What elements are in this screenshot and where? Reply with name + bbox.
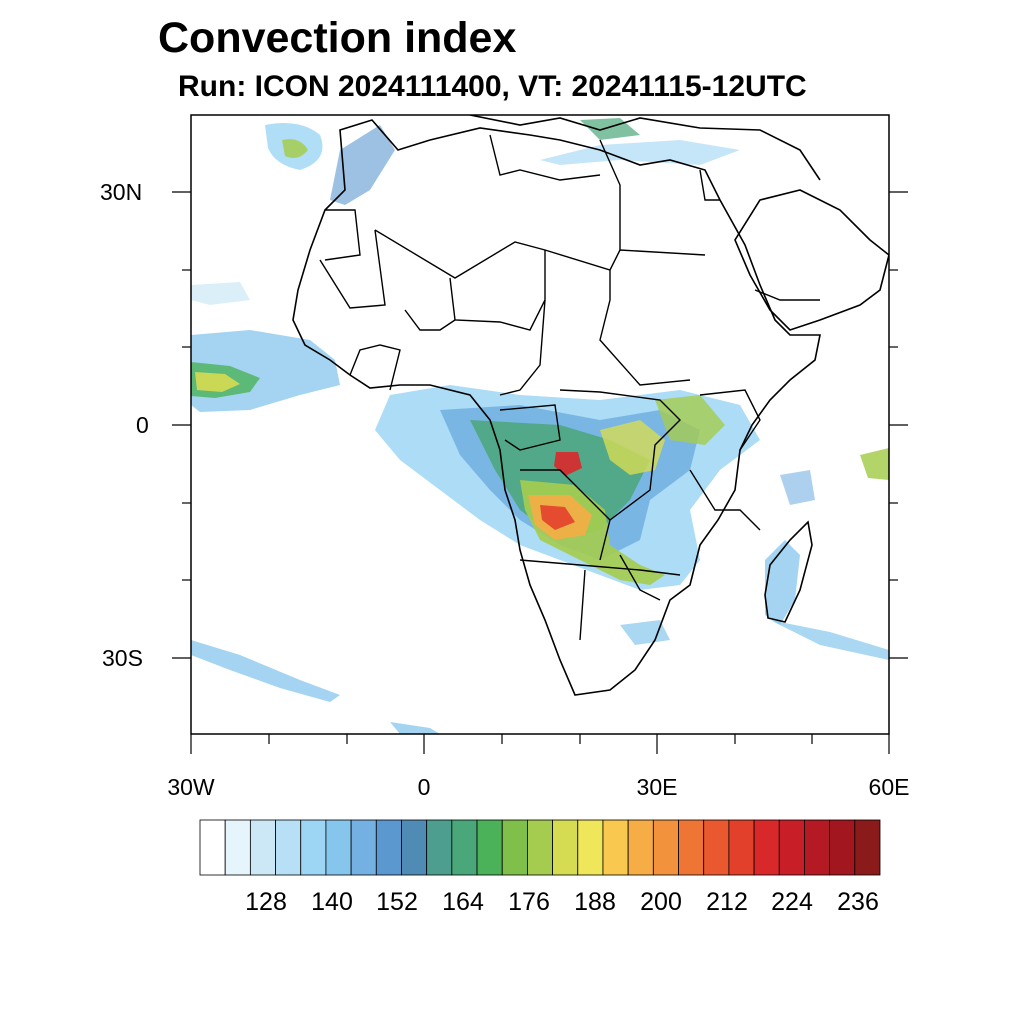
lon-label-60e: 60E — [868, 774, 910, 800]
lon-label-0: 0 — [417, 774, 431, 800]
colorbar-swatch — [652, 819, 679, 876]
convection-area-indian-ocean-north — [780, 470, 815, 505]
lon-label-30w: 30W — [167, 774, 215, 800]
lat-label-30s: 30S — [102, 645, 143, 671]
coastlines — [292, 115, 889, 696]
chart-subtitle: Run: ICON 2024111400, VT: 20241115-12UTC — [178, 70, 807, 103]
colorbar-swatch — [476, 819, 503, 876]
colorbar-swatch — [728, 819, 755, 876]
colorbar-label: 128 — [245, 888, 287, 916]
chart-title: Convection index — [158, 14, 517, 62]
colorbar-label: 188 — [574, 888, 616, 916]
colorbar-swatch — [602, 819, 629, 876]
colorbar-label: 164 — [442, 888, 484, 916]
colorbar-swatch — [829, 819, 856, 876]
convection-area-atlantic-peak — [195, 372, 240, 392]
convection-area-drc-peak — [554, 452, 582, 476]
colorbar-swatch — [325, 819, 352, 876]
convection-area-angola-peak — [540, 505, 575, 530]
colorbar-swatch — [552, 819, 579, 876]
madagascar-coastline — [764, 520, 813, 623]
colorbar-swatch — [451, 819, 478, 876]
colorbar-swatch — [753, 819, 780, 876]
convection-area-indian-ocean — [770, 620, 889, 660]
colorbar-swatch — [300, 819, 327, 876]
convection-area-southwest-band-2 — [390, 722, 440, 734]
convection-area-east-edge — [860, 448, 889, 480]
colorbar-swatch — [627, 819, 654, 876]
convection-area-northwest-core — [282, 139, 308, 158]
convection-area-north-atlantic — [191, 282, 250, 305]
convection-field — [191, 118, 889, 734]
colorbar-swatch — [577, 819, 604, 876]
lat-label-30n: 30N — [100, 179, 143, 205]
lat-label-equator: 0 — [136, 412, 149, 438]
convection-area-east-africa — [600, 420, 665, 475]
lon-label-30e: 30E — [636, 774, 678, 800]
axis-ticks — [172, 191, 908, 754]
colorbar-label: 176 — [508, 888, 550, 916]
convection-area-southwest-band — [191, 640, 340, 702]
arabia-coastline — [734, 189, 889, 331]
convection-area-madagascar — [765, 540, 800, 625]
colorbar-label: 200 — [640, 888, 682, 916]
colorbar-swatch — [375, 819, 402, 876]
colorbar — [199, 819, 881, 876]
convection-area-mediterranean-east — [580, 118, 640, 140]
colorbar-swatch — [199, 819, 226, 876]
africa-coastline — [292, 119, 821, 696]
colorbar-label: 212 — [706, 888, 748, 916]
country-borders — [319, 134, 820, 641]
colorbar-label: 152 — [376, 888, 418, 916]
convection-area-south-africa — [620, 620, 670, 645]
colorbar-swatch — [527, 819, 553, 876]
colorbar-swatch — [678, 819, 705, 876]
colorbar-swatch — [778, 819, 805, 876]
colorbar-swatch — [426, 819, 453, 876]
europe-coastline — [469, 115, 821, 181]
colorbar-swatch — [249, 819, 276, 876]
colorbar-label: 140 — [311, 888, 353, 916]
colorbar-swatch — [224, 819, 251, 876]
colorbar-swatch — [703, 819, 730, 876]
colorbar-swatch — [401, 819, 428, 876]
colorbar-swatch — [804, 819, 831, 876]
convection-area-mediterranean — [540, 140, 740, 165]
convection-area-lakes — [655, 395, 725, 445]
colorbar-swatch — [350, 819, 377, 876]
colorbar-swatch — [501, 819, 528, 876]
convection-area-morocco — [330, 125, 395, 205]
colorbar-label: 224 — [771, 888, 813, 916]
colorbar-label: 236 — [837, 888, 879, 916]
colorbar-swatch — [275, 819, 302, 876]
colorbar-swatch — [854, 819, 881, 876]
